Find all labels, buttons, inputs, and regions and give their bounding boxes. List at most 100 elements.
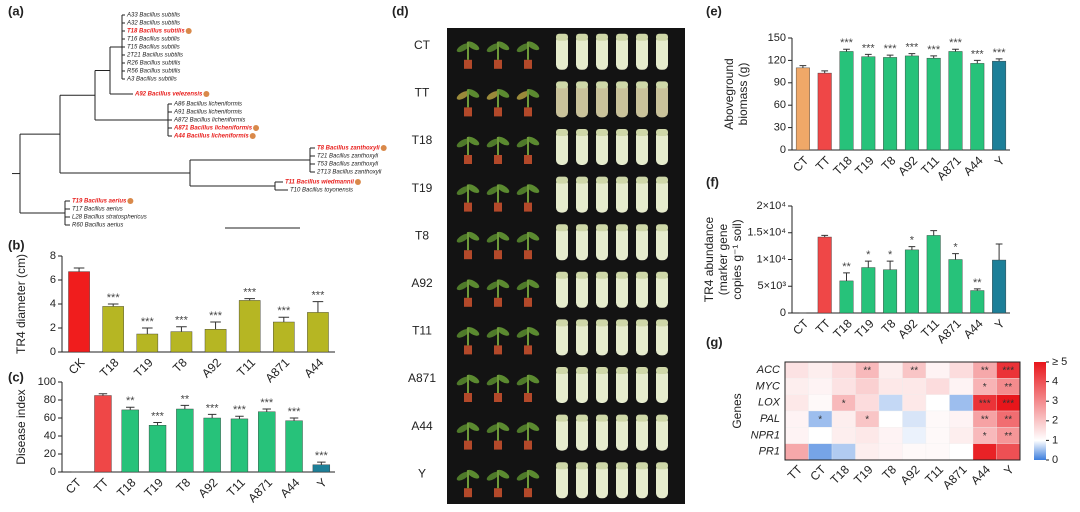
pseudostem (656, 321, 668, 356)
x-tick-label: TT (813, 316, 834, 337)
plant-leaf (486, 186, 500, 195)
pseudostem (576, 464, 588, 499)
row-label: T18 (412, 133, 433, 147)
pseudostem (596, 273, 608, 308)
pot (524, 202, 532, 212)
pot (464, 345, 472, 355)
y-tick-label: 20 (44, 448, 56, 460)
bar (230, 418, 249, 473)
column-label: TT (785, 462, 806, 483)
panel-label: (e) (706, 3, 722, 18)
heat-cell (878, 443, 903, 461)
pseudostem-base (596, 367, 608, 374)
pseudostem (576, 273, 588, 308)
heat-cell (831, 361, 856, 379)
heat-cell (808, 394, 833, 412)
plant-leaf (486, 43, 500, 53)
pseudostem-base (656, 367, 668, 374)
significance-label: * (866, 249, 871, 261)
plant-leaf (466, 374, 480, 384)
pseudostem (636, 35, 648, 70)
pseudostem-base (656, 414, 668, 422)
y-tick-label: 1.5×10⁴ (747, 227, 786, 239)
pseudostem (576, 226, 588, 261)
pseudostem-base (616, 367, 628, 374)
bar (970, 63, 985, 151)
y-axis-title: biomass (g) (736, 63, 750, 126)
plant-leaf (486, 329, 500, 338)
row-label: A871 (408, 371, 436, 385)
pseudostem-base (576, 414, 588, 422)
heat-cell (831, 443, 856, 461)
pot (524, 297, 532, 307)
column-label: T19 (851, 462, 876, 487)
pseudostem-base (556, 462, 568, 470)
heat-cell (808, 361, 833, 379)
x-tick-label: A92 (895, 153, 920, 178)
x-tick-label: A44 (961, 316, 986, 341)
bar (176, 408, 194, 473)
y-tick-label: 1×10⁴ (756, 253, 786, 265)
pseudostem-base (616, 414, 628, 422)
y-tick-label: 6 (50, 274, 56, 286)
plant-leaf (526, 374, 540, 384)
plant-leaf (486, 471, 500, 481)
y-axis-title: Disease index (14, 389, 28, 464)
significance-label: *** (840, 37, 854, 49)
significance-label: *** (233, 404, 247, 416)
y-tick-label: 0 (50, 466, 56, 478)
significance-label: * (818, 415, 822, 426)
pot (494, 155, 502, 164)
pseudostem-base (576, 33, 588, 41)
row-label: Y (418, 466, 426, 480)
pot (524, 345, 532, 355)
heat-cell (925, 394, 950, 412)
heat-cell (808, 378, 833, 395)
heat-cell (855, 378, 880, 395)
bar (970, 290, 985, 314)
bar (948, 51, 963, 151)
pseudostem-base (596, 462, 608, 470)
error-bar (153, 422, 162, 426)
y-tick-label: 150 (768, 32, 786, 44)
pseudostem (576, 131, 588, 165)
significance-label: ** (981, 415, 989, 426)
plant-leaf (496, 469, 510, 479)
bar (170, 331, 193, 353)
x-tick-label: T18 (830, 153, 855, 178)
pseudostem (656, 416, 668, 451)
leaf-label: T15 Bacillus subtilis (127, 45, 180, 51)
y-tick-label: 100 (38, 376, 56, 388)
pseudostem (636, 416, 648, 451)
plant-leaf (456, 281, 470, 291)
pseudostem (616, 416, 628, 451)
x-tick-label: A92 (196, 475, 221, 500)
plant-leaf (526, 469, 540, 479)
pseudostem (636, 273, 648, 308)
row-label: T11 (412, 324, 432, 338)
pseudostem (596, 321, 608, 356)
bar (904, 249, 919, 314)
plant-leaf (516, 233, 530, 243)
error-bar (244, 298, 255, 301)
plant-leaf (516, 281, 530, 291)
pseudostem (576, 35, 588, 70)
significance-label: *** (949, 37, 963, 49)
pseudostem-base (596, 414, 608, 422)
leaf-label: T19 Bacillus aerius (72, 199, 127, 205)
pseudostem (616, 83, 628, 118)
pseudostem (656, 226, 668, 261)
leaf-label: A872 Bacillus licheniformis (173, 118, 245, 124)
error-bar (973, 288, 981, 291)
plant-leaf (456, 424, 470, 433)
pseudostem-base (636, 129, 648, 136)
plant-leaf (456, 329, 470, 338)
pseudostem-base (656, 176, 668, 184)
pot (524, 107, 532, 117)
strain-marker (249, 133, 256, 139)
significance-label: *** (315, 450, 329, 462)
pot (494, 202, 502, 212)
colorbar (1034, 362, 1046, 460)
significance-label: * (888, 249, 893, 261)
